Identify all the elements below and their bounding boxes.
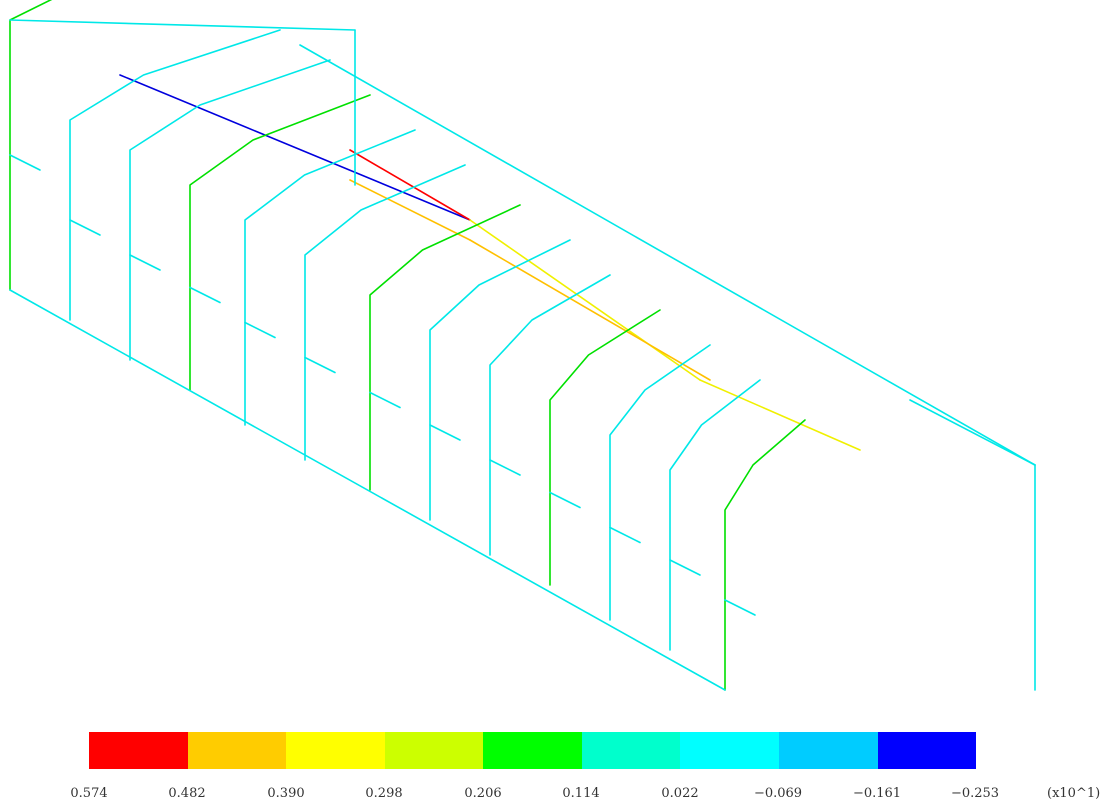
legend-tick-label: −0.069: [753, 786, 803, 801]
frame-member: [469, 219, 701, 381]
legend-color-swatch: [187, 732, 287, 769]
portal-frame: [9, 0, 53, 291]
frame-member: [724, 599, 756, 616]
frame-member: [909, 399, 1036, 466]
legend-tick-label: 0.482: [168, 786, 206, 801]
frame-member: [489, 459, 521, 476]
legend-color-swatch: [286, 732, 385, 769]
portal-frame: [129, 59, 331, 361]
legend-tick-label: −0.161: [852, 786, 902, 801]
frame-member: [549, 491, 581, 509]
structure-wireframe-view: [9, 0, 1036, 691]
frame-member: [699, 379, 861, 451]
legend-tick-label: 0.114: [562, 786, 600, 801]
portal-frame: [724, 419, 806, 691]
legend-color-swatch: [778, 732, 878, 769]
frame-member: [349, 179, 471, 241]
frame-member: [429, 424, 461, 441]
legend-tick-label: 0.390: [267, 786, 305, 801]
portal-frame: [189, 94, 371, 391]
frame-member: [9, 19, 356, 31]
portal-frame: [429, 239, 571, 521]
frame-member: [349, 149, 471, 221]
legend-color-swatch: [483, 732, 582, 769]
frame-member: [129, 254, 161, 271]
color-legend-bar: [89, 732, 977, 769]
legend-scale-factor: (x10^1): [1047, 786, 1101, 801]
portal-frame: [609, 344, 711, 621]
legend-color-swatch: [581, 732, 681, 769]
frame-member: [119, 74, 471, 221]
frame-members: [9, 0, 1036, 691]
legend-tick-label: 0.298: [365, 786, 403, 801]
frame-member: [244, 321, 276, 339]
frame-member: [469, 239, 711, 381]
frame-member: [9, 289, 726, 691]
legend-color-swatch: [877, 732, 977, 769]
portal-frame: [669, 379, 761, 651]
legend-tick-label: 0.022: [661, 786, 699, 801]
portal-frame: [304, 164, 466, 461]
frame-member: [304, 356, 336, 374]
frame-member: [189, 286, 221, 304]
legend-color-swatch: [384, 732, 484, 769]
legend-tick-label: 0.574: [70, 786, 108, 801]
frame-member: [9, 154, 41, 171]
legend-color-swatch: [680, 732, 779, 769]
frame-member: [369, 391, 401, 409]
legend-tick-label: −0.253: [950, 786, 1000, 801]
color-legend-ticks: 0.574 0.482 0.390 0.298 0.206 0.114 0.02…: [0, 786, 1111, 806]
frame-member: [669, 559, 701, 576]
portal-frame: [69, 29, 281, 321]
frame-member: [299, 44, 1036, 466]
portal-frame: [549, 309, 661, 586]
portal-frame: [369, 204, 521, 491]
frame-member: [609, 526, 641, 544]
frame-member: [69, 219, 101, 236]
legend-tick-label: 0.206: [464, 786, 502, 801]
legend-color-swatch: [89, 732, 188, 769]
